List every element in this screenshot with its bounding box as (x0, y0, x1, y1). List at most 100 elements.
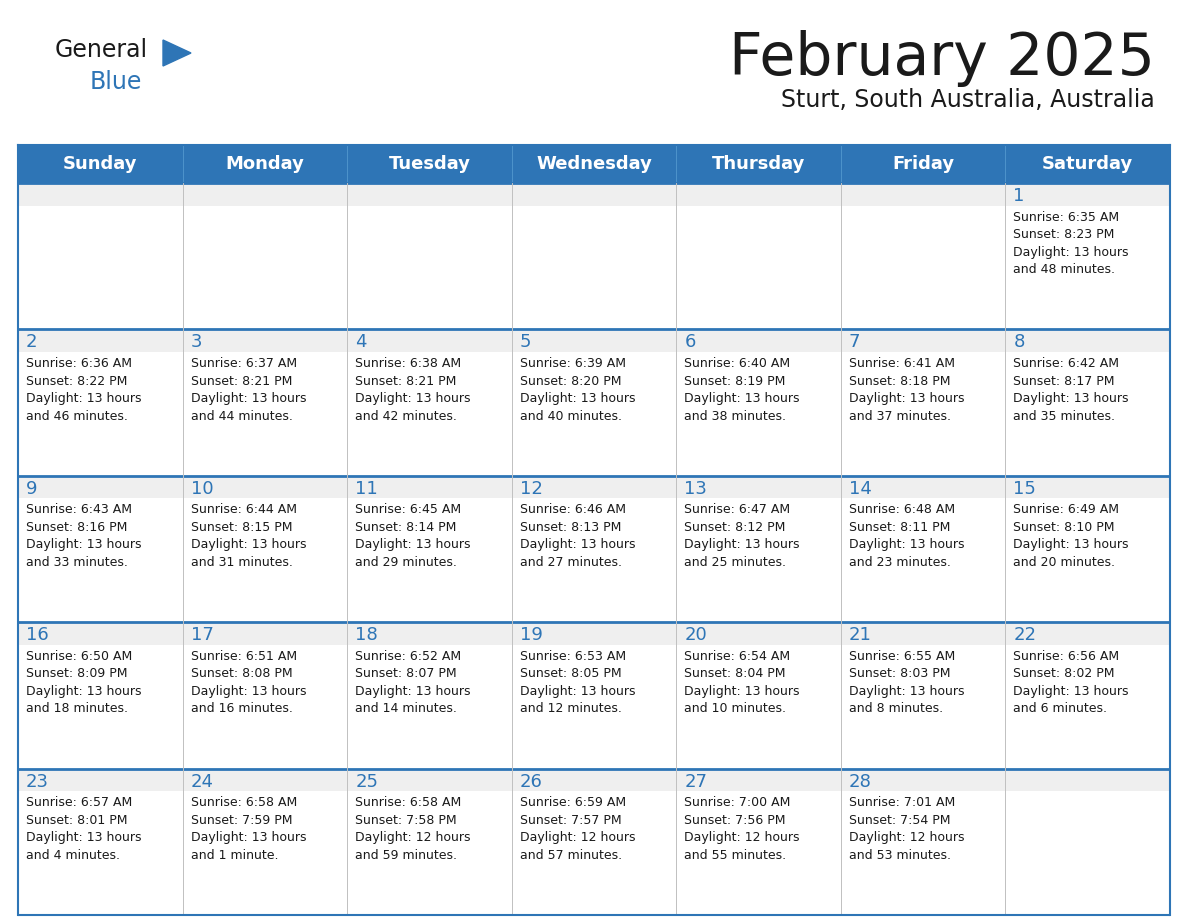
Text: 25: 25 (355, 773, 378, 790)
Bar (676, 498, 841, 622)
Text: 11: 11 (355, 480, 378, 498)
Bar (18, 206, 183, 330)
Text: Sunday: Sunday (63, 155, 138, 173)
Text: 14: 14 (849, 480, 872, 498)
Text: 26: 26 (519, 773, 543, 790)
Bar (183, 791, 347, 915)
Text: Thursday: Thursday (712, 155, 805, 173)
Bar (1005, 622, 1170, 768)
Bar (1005, 183, 1170, 330)
Bar (1005, 206, 1170, 330)
Text: Monday: Monday (226, 155, 304, 173)
Text: 8: 8 (1013, 333, 1025, 352)
Text: 10: 10 (190, 480, 213, 498)
Text: Sunrise: 6:37 AM
Sunset: 8:21 PM
Daylight: 13 hours
and 44 minutes.: Sunrise: 6:37 AM Sunset: 8:21 PM Dayligh… (190, 357, 307, 422)
Bar (18, 145, 1170, 183)
Text: 17: 17 (190, 626, 214, 644)
Text: Sunrise: 6:56 AM
Sunset: 8:02 PM
Daylight: 13 hours
and 6 minutes.: Sunrise: 6:56 AM Sunset: 8:02 PM Dayligh… (1013, 650, 1129, 715)
Bar (512, 206, 676, 330)
Polygon shape (163, 40, 191, 66)
Text: Sunrise: 6:50 AM
Sunset: 8:09 PM
Daylight: 13 hours
and 18 minutes.: Sunrise: 6:50 AM Sunset: 8:09 PM Dayligh… (26, 650, 141, 715)
Bar (676, 622, 841, 768)
Bar (841, 498, 1005, 622)
Bar (183, 476, 347, 622)
Bar (841, 622, 1005, 768)
Bar (183, 768, 347, 915)
Bar (18, 498, 183, 622)
Text: 2: 2 (26, 333, 38, 352)
Text: 15: 15 (1013, 480, 1036, 498)
Text: Sunrise: 6:36 AM
Sunset: 8:22 PM
Daylight: 13 hours
and 46 minutes.: Sunrise: 6:36 AM Sunset: 8:22 PM Dayligh… (26, 357, 141, 422)
Text: Saturday: Saturday (1042, 155, 1133, 173)
Bar (676, 330, 841, 476)
Bar (347, 791, 512, 915)
Bar (676, 206, 841, 330)
Bar (18, 330, 183, 476)
Bar (183, 622, 347, 768)
Text: Sunrise: 7:00 AM
Sunset: 7:56 PM
Daylight: 12 hours
and 55 minutes.: Sunrise: 7:00 AM Sunset: 7:56 PM Dayligh… (684, 796, 800, 862)
Bar (841, 791, 1005, 915)
Bar (1005, 476, 1170, 622)
Text: Sunrise: 6:47 AM
Sunset: 8:12 PM
Daylight: 13 hours
and 25 minutes.: Sunrise: 6:47 AM Sunset: 8:12 PM Dayligh… (684, 503, 800, 569)
Bar (512, 644, 676, 768)
Text: 6: 6 (684, 333, 696, 352)
Text: Sunrise: 6:46 AM
Sunset: 8:13 PM
Daylight: 13 hours
and 27 minutes.: Sunrise: 6:46 AM Sunset: 8:13 PM Dayligh… (519, 503, 636, 569)
Bar (18, 791, 183, 915)
Text: 19: 19 (519, 626, 543, 644)
Bar (512, 353, 676, 476)
Bar (676, 183, 841, 330)
Bar (347, 330, 512, 476)
Bar (512, 476, 676, 622)
Text: 1: 1 (1013, 187, 1025, 205)
Text: Sunrise: 6:52 AM
Sunset: 8:07 PM
Daylight: 13 hours
and 14 minutes.: Sunrise: 6:52 AM Sunset: 8:07 PM Dayligh… (355, 650, 470, 715)
Bar (18, 622, 183, 768)
Bar (676, 768, 841, 915)
Bar (183, 353, 347, 476)
Bar (512, 768, 676, 915)
Text: 27: 27 (684, 773, 707, 790)
Text: 22: 22 (1013, 626, 1036, 644)
Text: Sunrise: 6:53 AM
Sunset: 8:05 PM
Daylight: 13 hours
and 12 minutes.: Sunrise: 6:53 AM Sunset: 8:05 PM Dayligh… (519, 650, 636, 715)
Text: Sturt, South Australia, Australia: Sturt, South Australia, Australia (782, 88, 1155, 112)
Text: Sunrise: 7:01 AM
Sunset: 7:54 PM
Daylight: 12 hours
and 53 minutes.: Sunrise: 7:01 AM Sunset: 7:54 PM Dayligh… (849, 796, 965, 862)
Bar (512, 498, 676, 622)
Bar (183, 330, 347, 476)
Text: Sunrise: 6:43 AM
Sunset: 8:16 PM
Daylight: 13 hours
and 33 minutes.: Sunrise: 6:43 AM Sunset: 8:16 PM Dayligh… (26, 503, 141, 569)
Text: Sunrise: 6:57 AM
Sunset: 8:01 PM
Daylight: 13 hours
and 4 minutes.: Sunrise: 6:57 AM Sunset: 8:01 PM Dayligh… (26, 796, 141, 862)
Bar (841, 644, 1005, 768)
Bar (1005, 353, 1170, 476)
Bar (18, 183, 183, 330)
Bar (676, 353, 841, 476)
Text: Wednesday: Wednesday (536, 155, 652, 173)
Bar (347, 644, 512, 768)
Bar (347, 206, 512, 330)
Bar (183, 644, 347, 768)
Bar (841, 768, 1005, 915)
Text: 28: 28 (849, 773, 872, 790)
Bar (1005, 791, 1170, 915)
Text: Sunrise: 6:39 AM
Sunset: 8:20 PM
Daylight: 13 hours
and 40 minutes.: Sunrise: 6:39 AM Sunset: 8:20 PM Dayligh… (519, 357, 636, 422)
Bar (347, 622, 512, 768)
Text: General: General (55, 38, 148, 62)
Text: 12: 12 (519, 480, 543, 498)
Bar (841, 206, 1005, 330)
Text: February 2025: February 2025 (729, 30, 1155, 87)
Text: Tuesday: Tuesday (388, 155, 470, 173)
Bar (347, 183, 512, 330)
Bar (841, 353, 1005, 476)
Bar (1005, 768, 1170, 915)
Text: 18: 18 (355, 626, 378, 644)
Bar (347, 498, 512, 622)
Bar (676, 644, 841, 768)
Bar (841, 330, 1005, 476)
Text: 5: 5 (519, 333, 531, 352)
Text: Sunrise: 6:42 AM
Sunset: 8:17 PM
Daylight: 13 hours
and 35 minutes.: Sunrise: 6:42 AM Sunset: 8:17 PM Dayligh… (1013, 357, 1129, 422)
Bar (1005, 644, 1170, 768)
Text: 23: 23 (26, 773, 49, 790)
Text: 9: 9 (26, 480, 38, 498)
Text: Sunrise: 6:45 AM
Sunset: 8:14 PM
Daylight: 13 hours
and 29 minutes.: Sunrise: 6:45 AM Sunset: 8:14 PM Dayligh… (355, 503, 470, 569)
Text: 4: 4 (355, 333, 367, 352)
Bar (347, 768, 512, 915)
Text: Sunrise: 6:58 AM
Sunset: 7:59 PM
Daylight: 13 hours
and 1 minute.: Sunrise: 6:58 AM Sunset: 7:59 PM Dayligh… (190, 796, 307, 862)
Bar (512, 330, 676, 476)
